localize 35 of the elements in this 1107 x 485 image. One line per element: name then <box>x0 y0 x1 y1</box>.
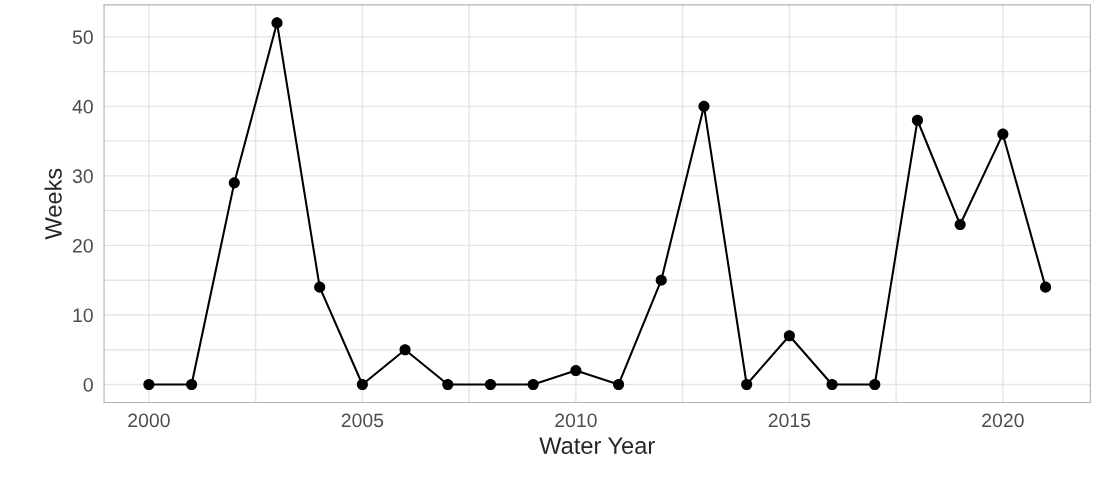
point <box>783 330 795 342</box>
point <box>997 128 1009 140</box>
y-tick-label: 20 <box>72 238 93 253</box>
point <box>314 281 326 293</box>
x-tick-label: 2010 <box>555 413 597 428</box>
point <box>954 219 966 231</box>
point <box>442 378 454 391</box>
x-tick-label: 2005 <box>341 413 384 428</box>
point <box>741 378 753 391</box>
point <box>698 100 710 112</box>
x-tick-label: 2020 <box>982 413 1024 428</box>
point <box>911 114 924 126</box>
point <box>228 177 240 189</box>
point <box>484 378 497 391</box>
x-axis-title: Water Year <box>539 437 655 454</box>
point <box>1040 281 1052 293</box>
point <box>399 344 411 356</box>
point <box>869 378 881 391</box>
point <box>356 378 368 391</box>
x-tick-label: 2015 <box>768 413 811 428</box>
y-axis-title: Weeks <box>44 168 62 240</box>
point <box>570 365 582 377</box>
y-tick-label: 50 <box>72 30 93 45</box>
y-tick-label: 30 <box>72 169 93 184</box>
point <box>186 378 198 391</box>
point <box>143 378 155 391</box>
point <box>271 17 283 29</box>
point <box>527 378 539 391</box>
y-tick-label: 0 <box>83 377 93 392</box>
x-tick-label: 2000 <box>128 413 170 428</box>
point <box>613 378 625 391</box>
y-tick-label: 40 <box>72 99 93 114</box>
point <box>826 378 838 391</box>
y-tick-label: 10 <box>73 308 93 323</box>
point <box>655 274 667 286</box>
